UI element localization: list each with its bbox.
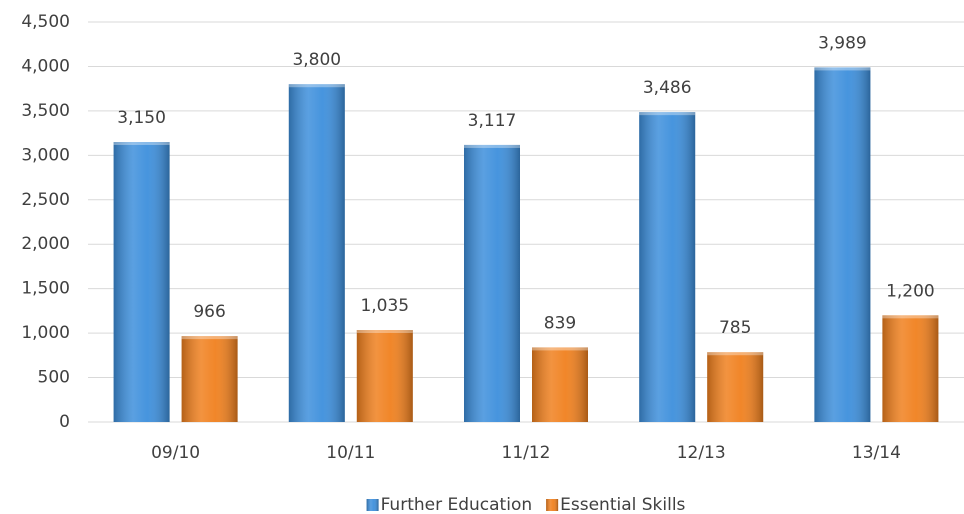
bar: [288, 84, 345, 422]
y-tick-label: 3,000: [21, 145, 70, 165]
value-label: 3,486: [643, 78, 692, 98]
legend-label: Further Education: [381, 495, 533, 514]
value-label: 839: [544, 313, 576, 333]
x-tick-label: 10/11: [326, 443, 375, 463]
y-tick-label: 1,000: [21, 323, 70, 343]
bar: [356, 330, 413, 422]
bar: [113, 142, 170, 422]
bar-cap: [288, 84, 345, 88]
y-tick-label: 3,500: [21, 101, 70, 121]
bar: [814, 67, 871, 422]
y-tick-label: 4,500: [21, 12, 70, 32]
legend-marker-shade: [546, 499, 559, 511]
value-label: 3,989: [818, 33, 867, 53]
value-label: 966: [193, 302, 225, 322]
bar-cap: [882, 315, 939, 319]
bar: [464, 144, 520, 422]
value-label: 1,035: [360, 296, 409, 316]
x-tick-label: 11/12: [502, 443, 551, 463]
legend-marker-shade: [366, 499, 379, 511]
bar-cap: [113, 142, 170, 145]
bar: [639, 112, 696, 422]
bar: [181, 336, 238, 422]
bar: [882, 315, 939, 422]
y-tick-label: 2,500: [21, 190, 70, 210]
x-tick-label: 12/13: [677, 443, 726, 463]
bar-cap: [532, 347, 588, 351]
bar-cap: [814, 67, 871, 71]
value-label: 3,150: [117, 108, 166, 128]
bar-cap: [639, 112, 696, 116]
value-label: 785: [719, 318, 751, 338]
value-label: 1,200: [886, 281, 935, 301]
x-tick-label: 13/14: [852, 443, 901, 463]
y-tick-label: 0: [59, 412, 70, 432]
bar-cap: [181, 336, 238, 340]
legend-label: Essential Skills: [560, 495, 685, 514]
y-tick-label: 500: [38, 368, 70, 388]
y-tick-label: 1,500: [21, 279, 70, 299]
y-tick-label: 4,000: [21, 56, 70, 76]
bar: [707, 352, 764, 422]
bar-cap: [356, 330, 413, 333]
bar: [532, 347, 588, 422]
bar-cap: [464, 144, 520, 148]
bar-cap: [707, 352, 764, 356]
value-label: 3,800: [292, 50, 341, 70]
y-tick-label: 2,000: [21, 234, 70, 254]
value-label: 3,117: [468, 111, 517, 131]
x-tick-label: 09/10: [151, 443, 200, 463]
